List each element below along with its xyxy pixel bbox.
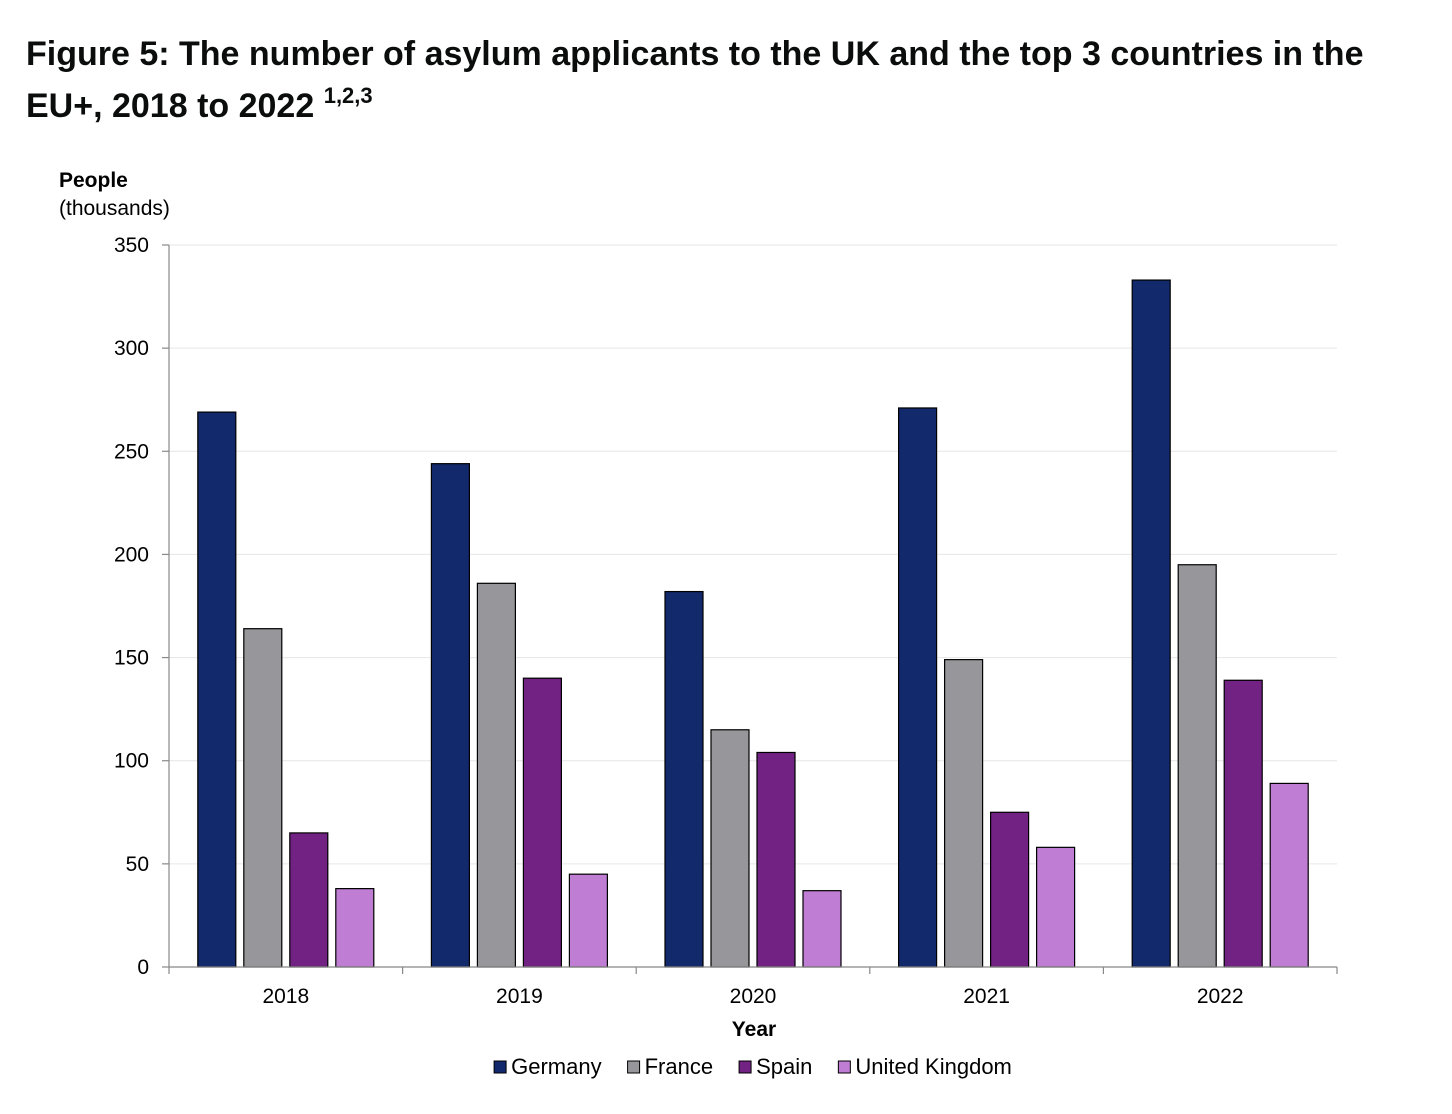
- legend-item-france: France: [627, 1054, 713, 1079]
- chart-title-text: Figure 5: The number of asylum applicant…: [26, 35, 1364, 125]
- legend-swatch: [493, 1060, 507, 1074]
- legend-item-spain: Spain: [738, 1054, 812, 1079]
- chart-title-footnote-refs: 1,2,3: [323, 83, 373, 108]
- x-axis-title: Year: [732, 1018, 776, 1041]
- legend-swatch: [738, 1060, 752, 1074]
- bar-spain-2020: [756, 751, 796, 968]
- bar-france-2019: [476, 582, 516, 968]
- x-tick-label: 2022: [1197, 985, 1244, 1008]
- y-tick-label: 200: [114, 543, 149, 566]
- y-tick-label: 300: [114, 337, 149, 360]
- legend-label: Spain: [756, 1054, 812, 1079]
- bar-united-kingdom-2019: [568, 873, 609, 968]
- y-tick-label: 0: [137, 956, 149, 979]
- bar-france-2021: [943, 659, 984, 968]
- legend-label: France: [645, 1054, 713, 1079]
- bar-france-2018: [243, 628, 283, 968]
- bar-united-kingdom-2022: [1269, 782, 1309, 968]
- legend-item-germany: Germany: [493, 1054, 602, 1079]
- bar-germany-2018: [197, 411, 237, 968]
- y-axis-title: People: [59, 169, 128, 192]
- y-tick-label: 350: [114, 234, 149, 257]
- x-axis-tick-labels: 2018 2019 2020 2021 2022: [262, 985, 1243, 1008]
- legend: Germany France Spain United Kingdom: [493, 1054, 1012, 1079]
- legend-swatch: [627, 1060, 641, 1074]
- y-tick-label: 150: [114, 647, 149, 670]
- legend-label: Germany: [511, 1054, 601, 1079]
- axes: [162, 244, 1338, 974]
- bar-united-kingdom-2021: [1035, 846, 1076, 968]
- bar-spain-2021: [989, 811, 1030, 968]
- legend-item-united-kingdom: United Kingdom: [837, 1054, 1012, 1079]
- legend-label: United Kingdom: [855, 1054, 1012, 1079]
- y-tick-label: 50: [126, 853, 149, 876]
- x-tick-label: 2021: [963, 985, 1010, 1008]
- legend-swatch: [837, 1060, 851, 1074]
- bar-germany-2021: [897, 407, 938, 968]
- bars: [197, 279, 1309, 968]
- y-tick-label: 100: [114, 750, 149, 773]
- bar-germany-2020: [664, 590, 704, 968]
- chart-title: Figure 5: The number of asylum applicant…: [26, 28, 1436, 132]
- bar-germany-2022: [1131, 279, 1171, 968]
- bar-spain-2019: [522, 677, 563, 968]
- bar-spain-2018: [289, 832, 329, 968]
- bar-france-2022: [1177, 564, 1217, 968]
- bar-united-kingdom-2018: [335, 888, 375, 968]
- x-tick-label: 2019: [496, 985, 543, 1008]
- y-tick-label: 250: [114, 440, 149, 463]
- x-tick-label: 2018: [262, 985, 309, 1008]
- bar-france-2020: [710, 729, 750, 968]
- bar-united-kingdom-2020: [802, 890, 842, 968]
- x-tick-label: 2020: [730, 985, 777, 1008]
- bar-germany-2019: [430, 463, 470, 968]
- y-axis-unit: (thousands): [59, 197, 170, 220]
- y-axis-tick-labels: 0 50 100 150 200 250 300 350: [114, 234, 149, 979]
- bar-spain-2022: [1223, 679, 1263, 968]
